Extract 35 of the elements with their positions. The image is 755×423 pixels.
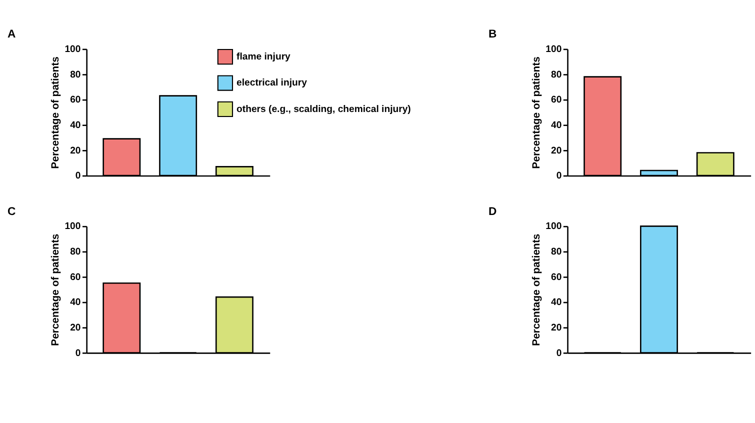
y-tick-label: 40 (550, 297, 562, 308)
legend-label: flame injury (236, 51, 292, 62)
y-axis-title: Percentage of patients (50, 56, 62, 169)
y-tick-label: 20 (70, 145, 81, 156)
y-tick-label: 40 (70, 120, 81, 131)
y-axis-title: Percentage of patients (532, 56, 543, 169)
y-tick-label: 100 (546, 221, 562, 232)
y-tick-label: 100 (64, 44, 81, 56)
y-tick-label: 60 (550, 272, 562, 283)
legend-label: electrical injury (236, 78, 308, 89)
legend-label: others (e.g., scalding, chemical injury) (236, 104, 411, 115)
y-tick-label: 20 (550, 322, 562, 334)
y-axis-title: Percentage of patients (50, 234, 62, 346)
y-tick-label: 0 (75, 170, 81, 182)
y-tick-label: 100 (546, 44, 562, 56)
y-tick-label: 60 (70, 272, 81, 283)
y-tick-label: 0 (556, 348, 562, 359)
y-tick-label: 20 (550, 145, 562, 156)
y-tick-label: 0 (556, 170, 562, 182)
y-tick-label: 60 (550, 94, 562, 106)
y-tick-label: 80 (550, 69, 562, 80)
y-tick-label: 60 (70, 94, 81, 106)
chart-title: D (488, 206, 497, 218)
y-tick-label: 100 (64, 221, 81, 232)
y-axis-title: Percentage of patients (532, 234, 543, 346)
chart-title: A (8, 28, 16, 41)
y-tick-label: 0 (75, 348, 81, 359)
y-tick-label: 80 (70, 246, 81, 258)
y-tick-label: 20 (70, 322, 81, 334)
chart-title: B (488, 28, 497, 41)
y-tick-label: 80 (70, 69, 81, 80)
y-tick-label: 80 (550, 246, 562, 258)
y-tick-label: 40 (70, 297, 81, 308)
chart-title: C (8, 206, 16, 218)
y-tick-label: 40 (550, 120, 562, 131)
